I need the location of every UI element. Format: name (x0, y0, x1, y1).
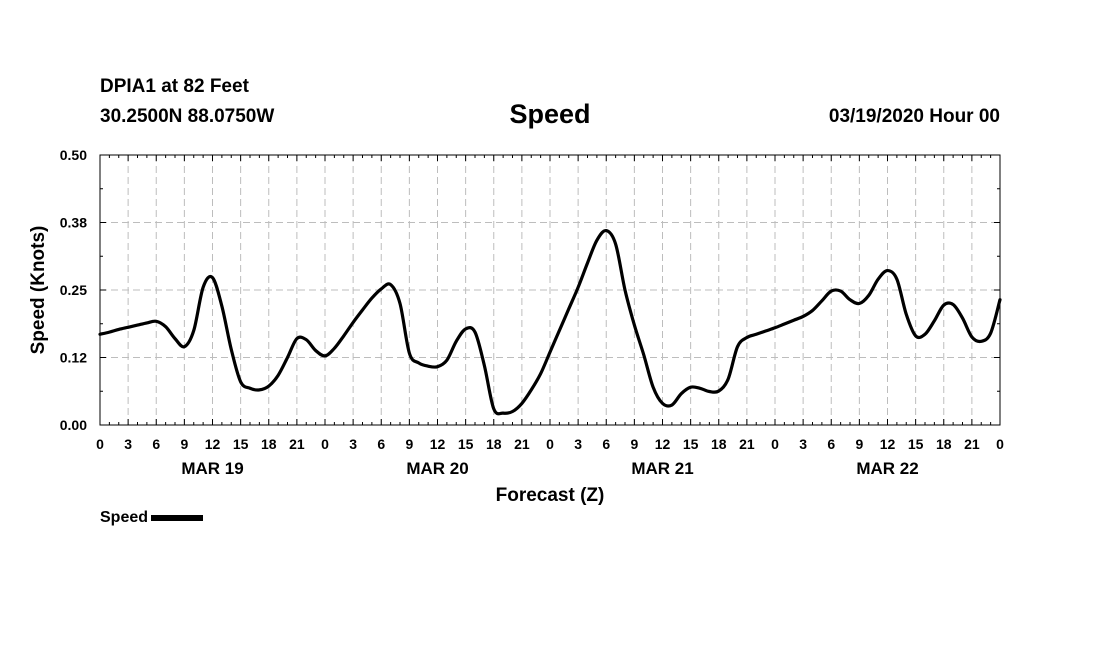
x-tick-label: 18 (936, 436, 952, 452)
x-tick-label: 21 (289, 436, 305, 452)
x-tick-label: 21 (964, 436, 980, 452)
coordinates-label: 30.2500N 88.0750W (100, 106, 275, 127)
x-tick-label: 9 (405, 436, 413, 452)
chart-title: Speed (509, 99, 591, 129)
x-tick-label: 12 (430, 436, 446, 452)
x-tick-label: 0 (321, 436, 329, 452)
legend-swatch (151, 515, 204, 521)
x-tick-label: 3 (349, 436, 357, 452)
x-tick-label: 6 (152, 436, 160, 452)
x-tick-label: 12 (880, 436, 896, 452)
y-tick-label: 0.12 (60, 350, 87, 366)
x-tick-label: 18 (261, 436, 277, 452)
day-label: MAR 21 (631, 459, 693, 478)
x-tick-label: 9 (180, 436, 188, 452)
x-tick-label: 15 (908, 436, 924, 452)
x-tick-label: 18 (711, 436, 727, 452)
day-label: MAR 22 (856, 459, 918, 478)
legend: Speed (100, 509, 204, 527)
axis-labels: 0 3 6 9 12 15 18 21 0 3 6 9 12 15 18 21 0 3 6 9 12 15 18 21 0 3 6 9… (60, 147, 1004, 478)
x-tick-label: 9 (630, 436, 638, 452)
x-tick-label: 12 (655, 436, 671, 452)
y-axis-title: Speed (Knots) (28, 226, 49, 355)
x-tick-label: 6 (827, 436, 835, 452)
x-tick-label: 6 (602, 436, 610, 452)
x-tick-label: 9 (855, 436, 863, 452)
y-tick-label: 0.25 (60, 282, 87, 298)
legend-label: Speed (100, 509, 149, 526)
y-tick-label: 0.00 (60, 417, 87, 433)
day-label: MAR 19 (181, 459, 243, 478)
day-label: MAR 20 (406, 459, 468, 478)
forecast-issued-label: 03/19/2020 Hour 00 (828, 106, 1000, 127)
x-tick-label: 3 (574, 436, 582, 452)
x-tick-label: 15 (233, 436, 249, 452)
axis-ticks (99, 154, 1001, 426)
x-tick-label: 0 (96, 436, 104, 452)
x-tick-label: 3 (124, 436, 132, 452)
grid-lines (100, 155, 1000, 425)
x-tick-label: 12 (205, 436, 221, 452)
x-tick-label: 18 (486, 436, 502, 452)
x-tick-label: 21 (514, 436, 530, 452)
y-tick-label: 0.38 (60, 215, 87, 231)
x-tick-label: 15 (683, 436, 699, 452)
x-tick-label: 0 (771, 436, 779, 452)
series-line-speed (98, 228, 1002, 416)
series-layer (98, 228, 1002, 416)
x-tick-label: 21 (739, 436, 755, 452)
y-tick-label: 0.50 (60, 147, 87, 163)
x-axis-title: Forecast (Z) (496, 485, 605, 506)
station-label: DPIA1 at 82 Feet (100, 76, 249, 97)
x-tick-label: 0 (996, 436, 1004, 452)
x-tick-label: 3 (799, 436, 807, 452)
x-tick-label: 0 (546, 436, 554, 452)
x-tick-label: 6 (377, 436, 385, 452)
x-tick-label: 15 (458, 436, 474, 452)
